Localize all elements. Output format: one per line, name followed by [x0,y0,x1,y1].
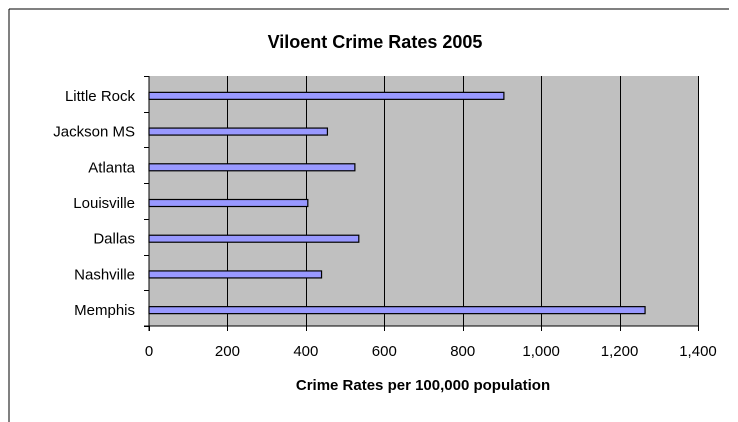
y-tick-label: Little Rock [65,88,136,105]
x-tick-label: 1,400 [679,343,717,360]
y-tick-label: Jackson MS [53,124,135,141]
x-axis-label: Crime Rates per 100,000 population [296,377,550,394]
x-tick-label: 800 [450,343,475,360]
x-tick-label: 1,200 [601,343,639,360]
bar [148,198,309,208]
x-tick-label: 400 [293,343,318,360]
bar [148,306,646,315]
bar [148,127,329,136]
x-tick-labels: 0 200 400 600 800 1,000 1,200 1,400 [145,343,717,360]
x-tick-label: 1,000 [522,343,560,360]
bar [148,234,360,243]
y-tick-label: Nashville [74,266,135,283]
bar [148,163,356,172]
chart-title: Viloent Crime Rates 2005 [268,32,483,52]
axes [144,76,699,331]
x-tick-label: 0 [145,343,153,360]
bar [148,91,505,100]
y-tick-label: Memphis [74,302,135,319]
x-tick-label: 200 [215,343,240,360]
y-tick-label: Louisville [73,195,135,212]
bar [148,270,323,279]
y-tick-label: Atlanta [88,159,135,176]
y-tick-labels: Little Rock Jackson MS Atlanta Louisville Da… [53,88,135,319]
y-tick-label: Dallas [93,231,135,248]
x-tick-label: 600 [372,343,397,360]
